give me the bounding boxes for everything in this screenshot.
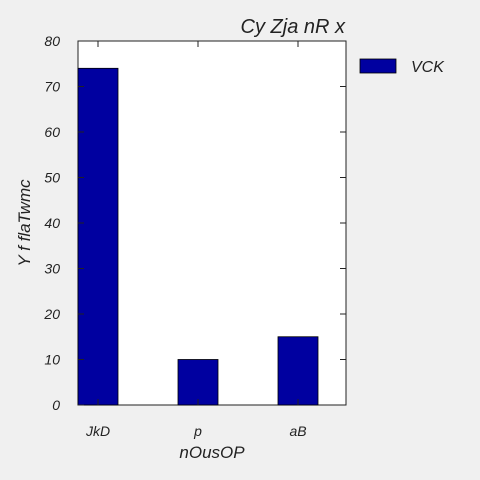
- y-tick-label: 40: [44, 215, 60, 231]
- y-tick-label: 10: [44, 352, 60, 368]
- y-tick-label: 20: [43, 306, 60, 322]
- x-axis-label: nOusOP: [179, 443, 245, 462]
- tick-labels-layer: JkD p aB 0 10 20 30 40 50 60 70 80: [43, 33, 306, 439]
- y-axis-label: Y f flaTwmc: [15, 179, 34, 267]
- y-tick-label: 80: [44, 33, 60, 49]
- ticks-layer: [78, 40, 346, 406]
- legend-swatch: [359, 58, 397, 74]
- x-tick-label: aB: [289, 423, 306, 439]
- chart-title: Cy Zja nR x: [241, 16, 346, 38]
- legend-label-vck: VCK: [411, 59, 445, 76]
- x-tick-label: p: [193, 423, 202, 439]
- legend: VCK: [359, 58, 445, 76]
- y-tick-label: 0: [52, 397, 60, 413]
- y-tick-label: 30: [44, 261, 60, 277]
- bar-ab: [277, 336, 319, 406]
- y-tick-label: 60: [44, 124, 60, 140]
- y-tick-label: 70: [44, 79, 60, 95]
- bars-layer: [77, 67, 319, 406]
- y-tick-label: 50: [44, 170, 60, 186]
- bar-jkd: [77, 67, 119, 406]
- bar-p: [177, 359, 219, 406]
- x-tick-label: JkD: [85, 423, 110, 439]
